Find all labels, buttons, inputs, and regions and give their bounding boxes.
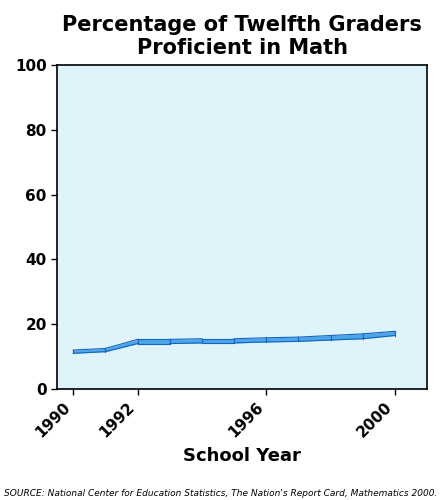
Text: SOURCE: National Center for Education Statistics, The Nation's Report Card, Math: SOURCE: National Center for Education St… <box>4 488 438 498</box>
X-axis label: School Year: School Year <box>183 447 301 465</box>
Title: Percentage of Twelfth Graders
Proficient in Math: Percentage of Twelfth Graders Proficient… <box>62 15 422 58</box>
